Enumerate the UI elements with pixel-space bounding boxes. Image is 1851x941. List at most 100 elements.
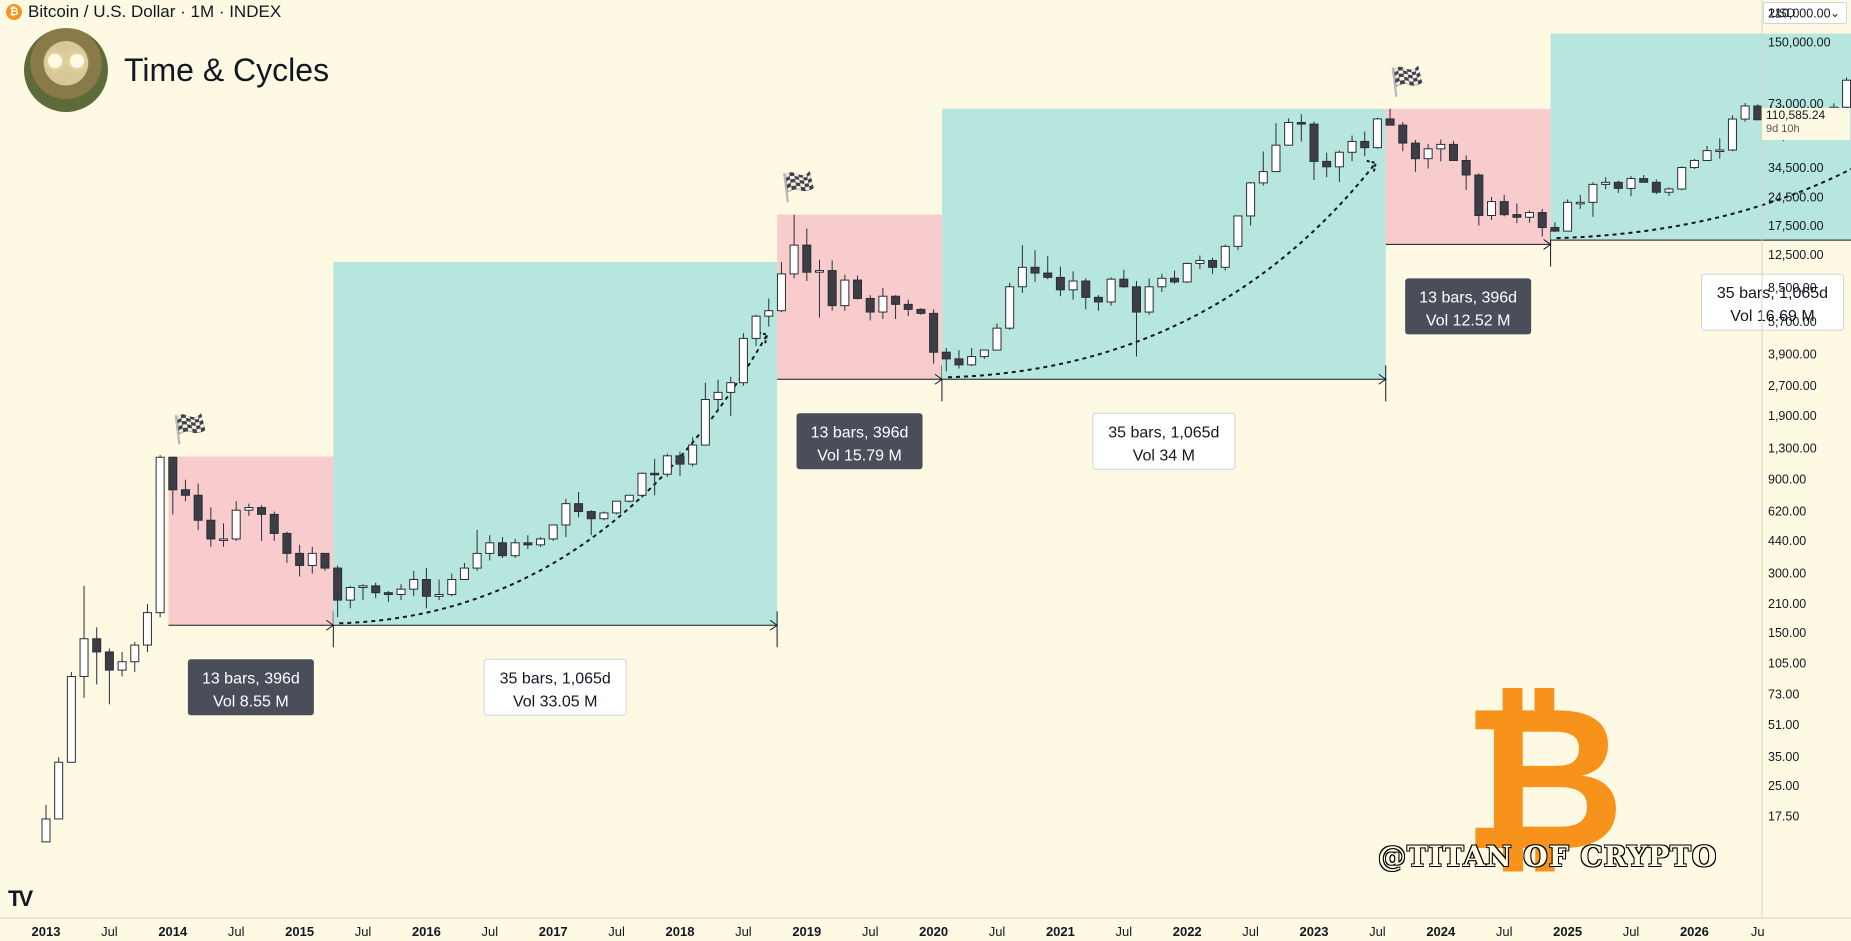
candle: [206, 507, 216, 547]
time-tick-label: 2018: [666, 924, 695, 939]
measure-label: 35 bars, 1,065d Vol 16.69 M: [1700, 273, 1844, 331]
price-tick-label: 17.50: [1768, 809, 1799, 823]
candle-body: [1055, 276, 1065, 291]
candle: [840, 274, 850, 311]
candle: [916, 308, 926, 315]
candle: [599, 511, 609, 521]
candle: [967, 348, 977, 367]
candle-body: [1601, 181, 1611, 185]
candle: [1119, 269, 1129, 288]
candle-body: [333, 567, 343, 601]
candle: [738, 333, 748, 386]
time-tick-label: 2016: [412, 924, 441, 939]
candle-body: [1208, 259, 1218, 268]
candle-body: [599, 512, 609, 520]
time-tick-label: 2026: [1680, 924, 1709, 939]
time-tick-label: 2015: [285, 924, 314, 939]
candle-body: [574, 503, 584, 513]
time-tick-label: 2022: [1173, 924, 1202, 939]
candle: [459, 562, 469, 580]
candle: [1727, 115, 1737, 152]
measure-arrow-icon: [1378, 373, 1387, 385]
candle: [1195, 255, 1205, 269]
measure-label-volume: Vol 34 M: [1133, 447, 1195, 464]
candle: [1664, 187, 1674, 196]
price-tick-label: 620.00: [1768, 505, 1806, 519]
candle-body: [1144, 286, 1154, 313]
candle-body: [637, 472, 647, 496]
candle: [1170, 270, 1180, 284]
candle: [1740, 103, 1750, 122]
time-tick-label: 2025: [1553, 924, 1582, 939]
candle-body: [1093, 296, 1103, 303]
candle-body: [1220, 245, 1230, 268]
candle-body: [459, 567, 469, 580]
candle: [1144, 278, 1154, 315]
candle-body: [903, 303, 913, 310]
candle: [295, 544, 305, 577]
symbol-header[interactable]: ₿ Bitcoin / U.S. Dollar · 1M · INDEX: [0, 0, 281, 24]
candle-body: [1575, 201, 1585, 205]
time-tick-label: 2019: [792, 924, 821, 939]
currency-selector[interactable]: USD ⌄: [1763, 2, 1847, 24]
candle: [802, 228, 812, 282]
candle-body: [1448, 143, 1458, 161]
candle: [1030, 250, 1040, 282]
measure-label-box: [1092, 412, 1236, 470]
bitcoin-icon: ₿: [6, 4, 22, 20]
candle: [1246, 182, 1256, 226]
candle: [662, 453, 672, 477]
time-tick-label: Jul: [101, 924, 118, 939]
bitcoin-watermark-icon: ₿: [1462, 663, 1625, 896]
candle: [231, 501, 241, 541]
measure-label-box: [1405, 278, 1532, 335]
price-tick-label: 900.00: [1768, 473, 1806, 487]
time-tick-label: 2024: [1426, 924, 1456, 939]
candle-body: [472, 552, 482, 569]
candle: [726, 376, 736, 416]
measure-label-bars: 13 bars, 396d: [202, 670, 300, 687]
candle-body: [1360, 140, 1370, 149]
candle-body: [1372, 118, 1382, 149]
candle: [751, 314, 761, 347]
candle: [1588, 182, 1598, 217]
price-tick-label: 8,500.00: [1768, 281, 1817, 295]
currency-label: USD: [1770, 6, 1796, 20]
price-tick-label: 73.00: [1768, 687, 1799, 701]
candle-body: [257, 507, 267, 515]
candle: [307, 546, 317, 574]
candle: [1487, 196, 1497, 220]
finish-flag-icon: 🏁: [1390, 65, 1425, 98]
candle: [1512, 203, 1522, 224]
candle-body: [1246, 182, 1256, 217]
candle-body: [1715, 149, 1725, 153]
candle-body: [345, 586, 355, 601]
candle-body: [967, 356, 977, 366]
candle-body: [421, 578, 431, 597]
trend-curve: [947, 162, 1377, 379]
candle: [1702, 145, 1712, 161]
measure-label-volume: Vol 16.69 M: [1730, 308, 1815, 325]
candle: [979, 349, 989, 359]
candle: [1613, 180, 1623, 193]
candle-body: [523, 542, 533, 546]
time-tick-label: Jul: [228, 924, 245, 939]
price-tick-label: 210.00: [1768, 597, 1806, 611]
candle-body: [865, 297, 875, 313]
candle: [941, 348, 951, 372]
price-axis: 210,000.00150,000.0073,000.0050,500.0034…: [1761, 0, 1831, 918]
candle-body: [193, 494, 203, 521]
measure-label: 13 bars, 396d Vol 8.55 M: [187, 659, 314, 716]
price-tick-label: 12,500.00: [1768, 248, 1824, 262]
finish-flag-icon: 🏁: [781, 171, 816, 204]
time-tick-label: 2021: [1046, 924, 1075, 939]
tradingview-logo-icon[interactable]: TV: [8, 886, 33, 911]
measure-label-volume: Vol 15.79 M: [817, 447, 902, 464]
price-tick-label: 73,000.00: [1768, 97, 1824, 111]
candle: [1068, 271, 1078, 300]
candle: [1550, 222, 1560, 233]
candle-body: [1525, 212, 1535, 218]
candle: [1715, 138, 1725, 159]
candle-body: [1639, 178, 1649, 183]
